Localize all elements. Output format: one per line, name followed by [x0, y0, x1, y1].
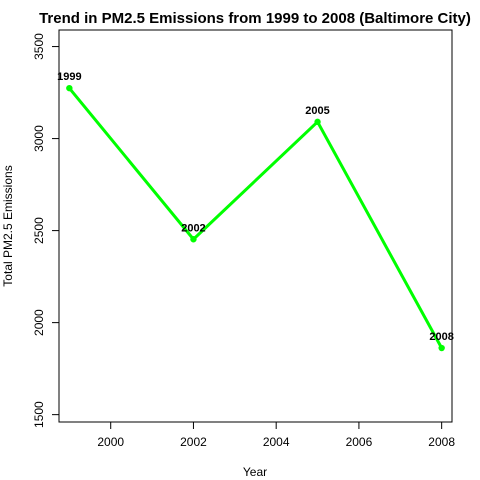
y-tick-label: 3500	[32, 33, 46, 60]
y-tick-label: 2000	[32, 309, 46, 336]
x-tick-label: 2008	[428, 435, 455, 449]
data-point	[66, 84, 73, 92]
x-axis: 2000 2002 2004 2006 2008	[97, 421, 455, 449]
x-tick-label: 2004	[263, 435, 290, 449]
series-group: 1999 2002 2005 2008	[57, 71, 454, 352]
data-point	[190, 236, 197, 243]
x-tick-label: 2000	[97, 435, 124, 449]
series-line	[68, 87, 443, 349]
data-label: 1999	[57, 71, 81, 83]
y-axis: 1500 2000 2500 3000 3500	[32, 33, 60, 428]
x-axis-label: Year	[243, 465, 267, 479]
plot-area-border	[58, 29, 453, 423]
chart-title: Trend in PM2.5 Emissions from 1999 to 20…	[39, 10, 471, 27]
x-tick-label: 2002	[180, 435, 207, 449]
y-tick-label: 1500	[32, 401, 46, 428]
data-point	[438, 344, 445, 352]
y-tick-label: 3000	[32, 125, 46, 152]
data-label: 2008	[429, 331, 453, 343]
data-point	[314, 118, 321, 126]
data-label: 2005	[305, 105, 329, 117]
y-tick-label: 2500	[32, 217, 46, 244]
y-axis-label: Total PM2.5 Emissions	[1, 165, 15, 286]
data-label: 2002	[181, 222, 205, 234]
x-tick-label: 2006	[346, 435, 373, 449]
